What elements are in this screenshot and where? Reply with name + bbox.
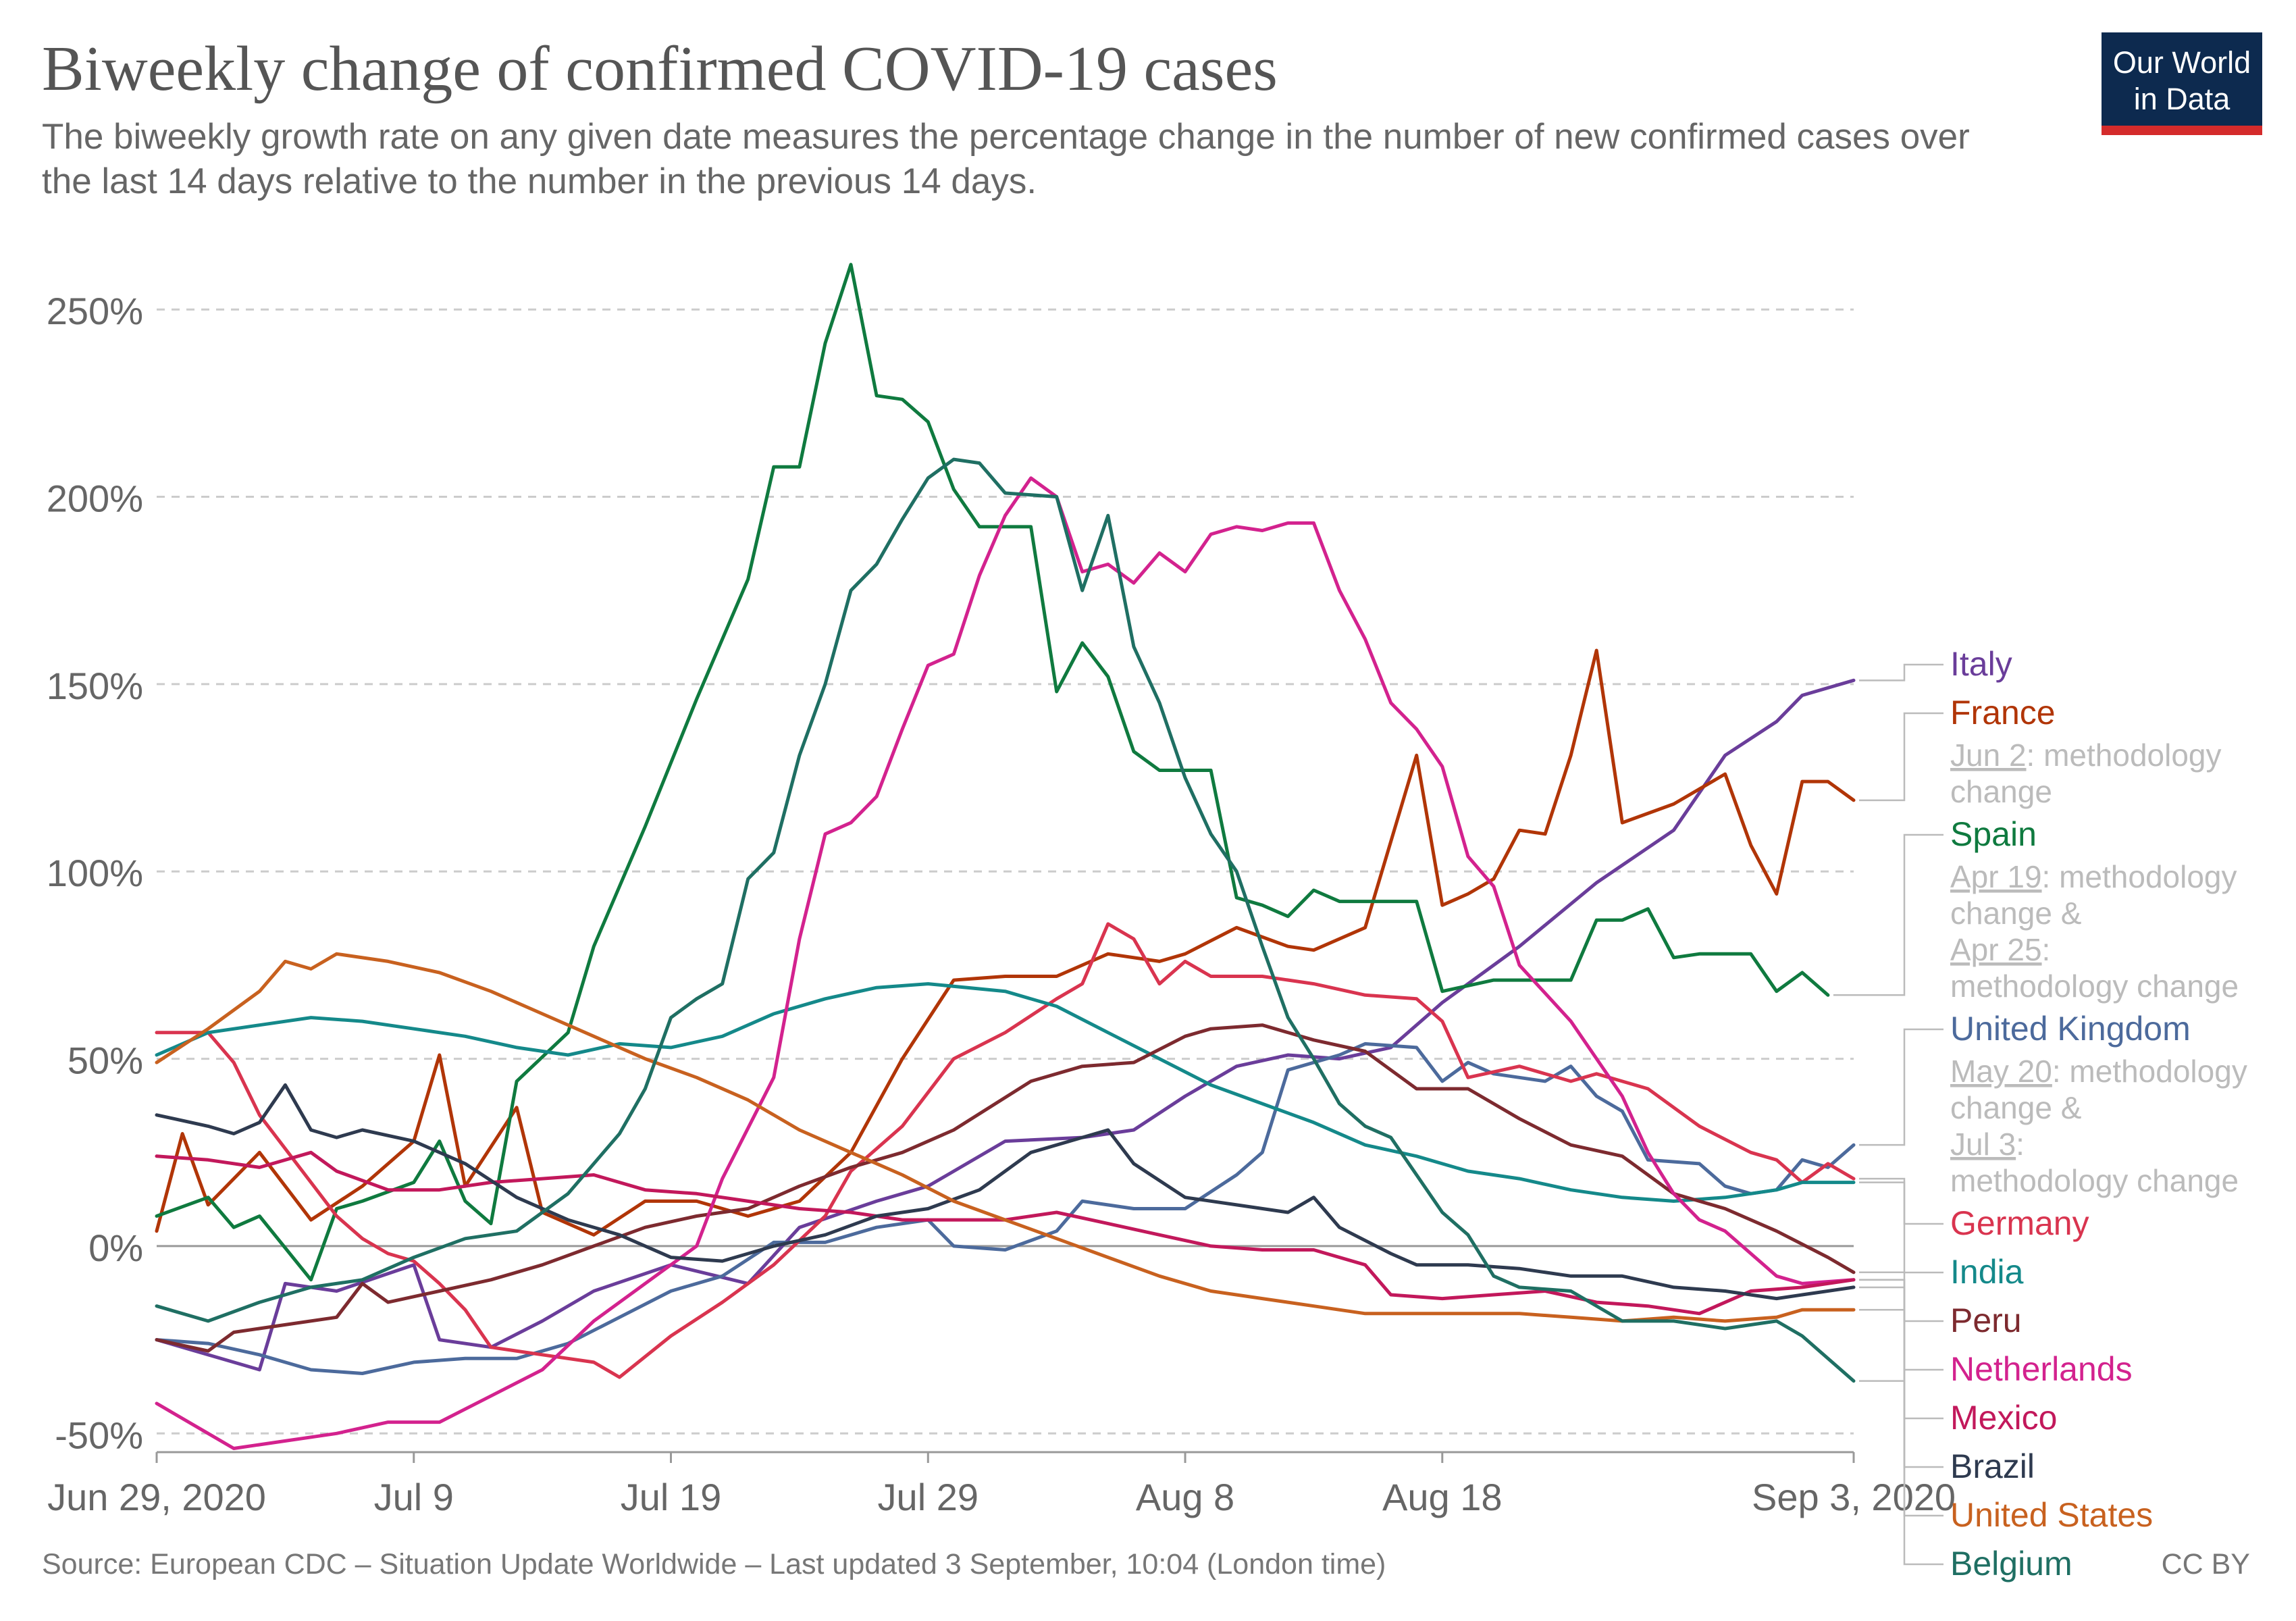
y-tick-label: 0% (88, 1227, 143, 1269)
legend-connector (1859, 1286, 1943, 1468)
series-line-netherlands (155, 476, 1856, 1450)
legend-connector (1859, 1279, 1943, 1420)
legend-label-united-states: United States (1950, 1496, 2153, 1534)
legend-note-line: Jul 3: (1950, 1127, 2025, 1162)
license-link[interactable]: CC BY (2161, 1548, 2250, 1580)
y-tick-label: 200% (47, 478, 143, 520)
x-tick-label: Aug 18 (1382, 1476, 1503, 1518)
legend-connector (1859, 1181, 1943, 1274)
x-tick-label: Sep 3, 2020 (1752, 1476, 1956, 1518)
series-line-india (155, 982, 1856, 1203)
legend-label-spain: Spain (1950, 815, 2037, 853)
series-line-brazil (155, 1083, 1856, 1301)
legend-note-text: : methodology (2027, 738, 2222, 773)
logo-line-1: Our World (2112, 45, 2251, 80)
legend-connector (1859, 1279, 1943, 1371)
legend-note-line: Jun 2: methodology (1950, 738, 2222, 773)
chart-title: Biweekly change of confirmed COVID-19 ca… (42, 34, 1278, 104)
series-line-united-kingdom (155, 1041, 1856, 1375)
legend-label-belgium: Belgium (1950, 1545, 2072, 1583)
x-tick-label: Jul 9 (374, 1476, 454, 1518)
legend-note-line: change (1950, 774, 2052, 809)
legend-label-france: France (1950, 694, 2056, 731)
series-line-spain (155, 263, 1830, 1282)
legend-label-netherlands: Netherlands (1950, 1350, 2133, 1388)
legend-note-date: Apr 19 (1950, 859, 2042, 894)
legend-connector (1859, 1028, 1943, 1146)
source-note: Source: European CDC – Situation Update … (42, 1548, 1386, 1580)
legend-connector (1859, 1380, 1943, 1566)
y-tick-label: 50% (68, 1039, 143, 1082)
series-line-italy (155, 678, 1856, 1372)
logo-line-2: in Data (2133, 82, 2230, 116)
legend-note-line: May 20: methodology (1950, 1054, 2247, 1089)
y-tick-label: 150% (47, 665, 143, 707)
legend-note-date: May 20 (1950, 1054, 2052, 1089)
series-line-belgium (155, 457, 1856, 1383)
legend-note-text: : methodology (2042, 859, 2237, 894)
legend-note-line: methodology change (1950, 1163, 2239, 1198)
legend-note-line: change & (1950, 896, 2081, 931)
legend-note-text: change & (1950, 896, 2081, 931)
series-line-united-states (155, 952, 1856, 1323)
series-line-peru (155, 1023, 1856, 1353)
legend-note-date: Apr 25 (1950, 932, 2042, 967)
legend-note-line: Apr 19: methodology (1950, 859, 2237, 894)
legend-connector (1859, 712, 1943, 802)
chart-subtitle: The biweekly growth rate on any given da… (42, 117, 1970, 201)
legend-label-brazil: Brazil (1950, 1447, 2035, 1485)
series-layer (155, 263, 1856, 1450)
legend-note-date: Jun 2 (1950, 738, 2027, 773)
legend-connector (1833, 833, 1943, 996)
legend-note-text: : methodology (2052, 1054, 2247, 1089)
x-tick-label: Jul 19 (621, 1476, 721, 1518)
x-tick-label: Aug 8 (1136, 1476, 1234, 1518)
series-line-germany (155, 922, 1856, 1379)
legend-label-peru: Peru (1950, 1302, 2022, 1339)
legend-label-germany: Germany (1950, 1204, 2089, 1242)
x-tick-label: Jun 29, 2020 (47, 1476, 266, 1518)
legend-label-united-kingdom: United Kingdom (1950, 1010, 2191, 1048)
legend-connector (1859, 1177, 1943, 1225)
legend-note-text: methodology change (1950, 1163, 2239, 1198)
x-tick-label: Jul 29 (878, 1476, 979, 1518)
legend-note-line: methodology change (1950, 969, 2239, 1004)
legend-label-italy: Italy (1950, 645, 2012, 683)
legend-note-line: change & (1950, 1090, 2081, 1125)
legend-note-line: Apr 25: (1950, 932, 2050, 967)
series-line-mexico (155, 1150, 1856, 1316)
legend-connector (1859, 663, 1943, 681)
legend-note-text: : (2016, 1127, 2025, 1162)
series-line-france (155, 648, 1856, 1237)
legend-note-date: Jul 3 (1950, 1127, 2016, 1162)
owid-logo[interactable]: Our World in Data (2102, 32, 2262, 135)
legend-note-text: : (2042, 932, 2051, 967)
legend-note-text: methodology change (1950, 969, 2239, 1004)
y-tick-label: 250% (47, 290, 143, 332)
y-tick-label: 100% (47, 852, 143, 894)
axis-layer: -50% 0% 50% 100% 150% 200% 250% Jun 29, 2020 Jul… (47, 290, 1956, 1518)
y-tick-label: -50% (55, 1414, 143, 1456)
legend-label-mexico: Mexico (1950, 1399, 2057, 1437)
legend-note-text: change (1950, 774, 2052, 809)
legend-note-text: change & (1950, 1090, 2081, 1125)
legend-label-india: India (1950, 1253, 2024, 1291)
